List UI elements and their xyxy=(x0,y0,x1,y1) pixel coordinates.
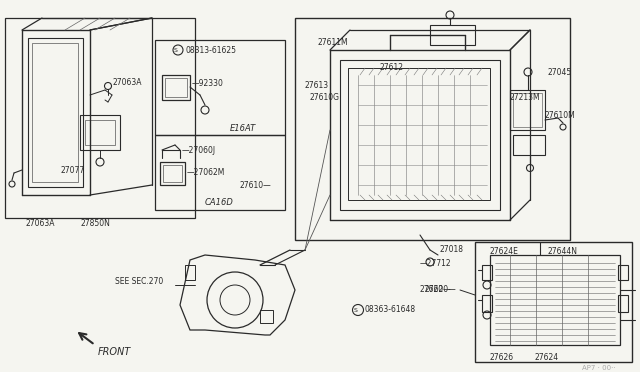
Text: —27060J: —27060J xyxy=(182,145,216,154)
Text: 08313-61625: 08313-61625 xyxy=(185,45,236,55)
Bar xyxy=(260,310,273,323)
Text: 27077: 27077 xyxy=(60,166,84,174)
Text: —27062M: —27062M xyxy=(187,167,225,176)
Bar xyxy=(490,255,620,345)
Text: 27610M: 27610M xyxy=(545,110,576,119)
Bar xyxy=(165,78,187,97)
Text: CA16D: CA16D xyxy=(205,198,234,206)
Bar xyxy=(28,38,83,187)
Text: 27045: 27045 xyxy=(548,67,572,77)
Text: S: S xyxy=(354,308,358,312)
Bar xyxy=(513,135,545,155)
Bar xyxy=(155,135,285,210)
Bar xyxy=(185,265,195,280)
Bar xyxy=(482,265,492,280)
Text: FRONT: FRONT xyxy=(98,347,131,357)
Text: 27626: 27626 xyxy=(490,353,514,362)
Bar xyxy=(85,120,115,145)
Bar xyxy=(513,93,542,127)
Text: 27612: 27612 xyxy=(380,62,404,71)
Text: 27610G: 27610G xyxy=(310,93,340,102)
Bar xyxy=(295,18,570,240)
Text: 27850N: 27850N xyxy=(80,218,110,228)
Text: 27613: 27613 xyxy=(305,80,329,90)
Text: 27611M: 27611M xyxy=(318,38,349,46)
Text: SEE SEC.270: SEE SEC.270 xyxy=(115,278,163,286)
Text: 27644N: 27644N xyxy=(548,247,578,257)
Bar xyxy=(163,165,182,182)
Text: —27712: —27712 xyxy=(420,259,452,267)
Bar xyxy=(510,90,545,130)
Bar xyxy=(430,25,475,45)
Text: 27018: 27018 xyxy=(440,246,464,254)
Bar xyxy=(482,295,492,312)
Bar xyxy=(80,115,120,150)
Text: 27063A: 27063A xyxy=(112,77,141,87)
Bar xyxy=(618,295,628,312)
Text: 08363-61648: 08363-61648 xyxy=(365,305,416,314)
Text: 27624: 27624 xyxy=(535,353,559,362)
Bar xyxy=(5,18,195,218)
Bar xyxy=(348,68,490,200)
Bar xyxy=(162,75,190,100)
Text: 27620—: 27620— xyxy=(420,285,452,295)
Bar xyxy=(618,265,628,280)
Bar xyxy=(32,43,78,182)
Text: 27624E: 27624E xyxy=(490,247,519,257)
Text: 27610—: 27610— xyxy=(240,180,272,189)
Text: E16AT: E16AT xyxy=(230,124,256,132)
Text: 27620—: 27620— xyxy=(425,285,457,295)
Text: —92330: —92330 xyxy=(192,78,224,87)
Bar xyxy=(160,162,185,185)
Bar xyxy=(475,242,632,362)
Text: S: S xyxy=(174,48,178,52)
Bar xyxy=(340,60,500,210)
Bar xyxy=(155,40,285,135)
Text: AP7 · 00··: AP7 · 00·· xyxy=(582,365,616,371)
Text: 27063A: 27063A xyxy=(25,218,54,228)
Text: 27213M: 27213M xyxy=(510,93,541,102)
